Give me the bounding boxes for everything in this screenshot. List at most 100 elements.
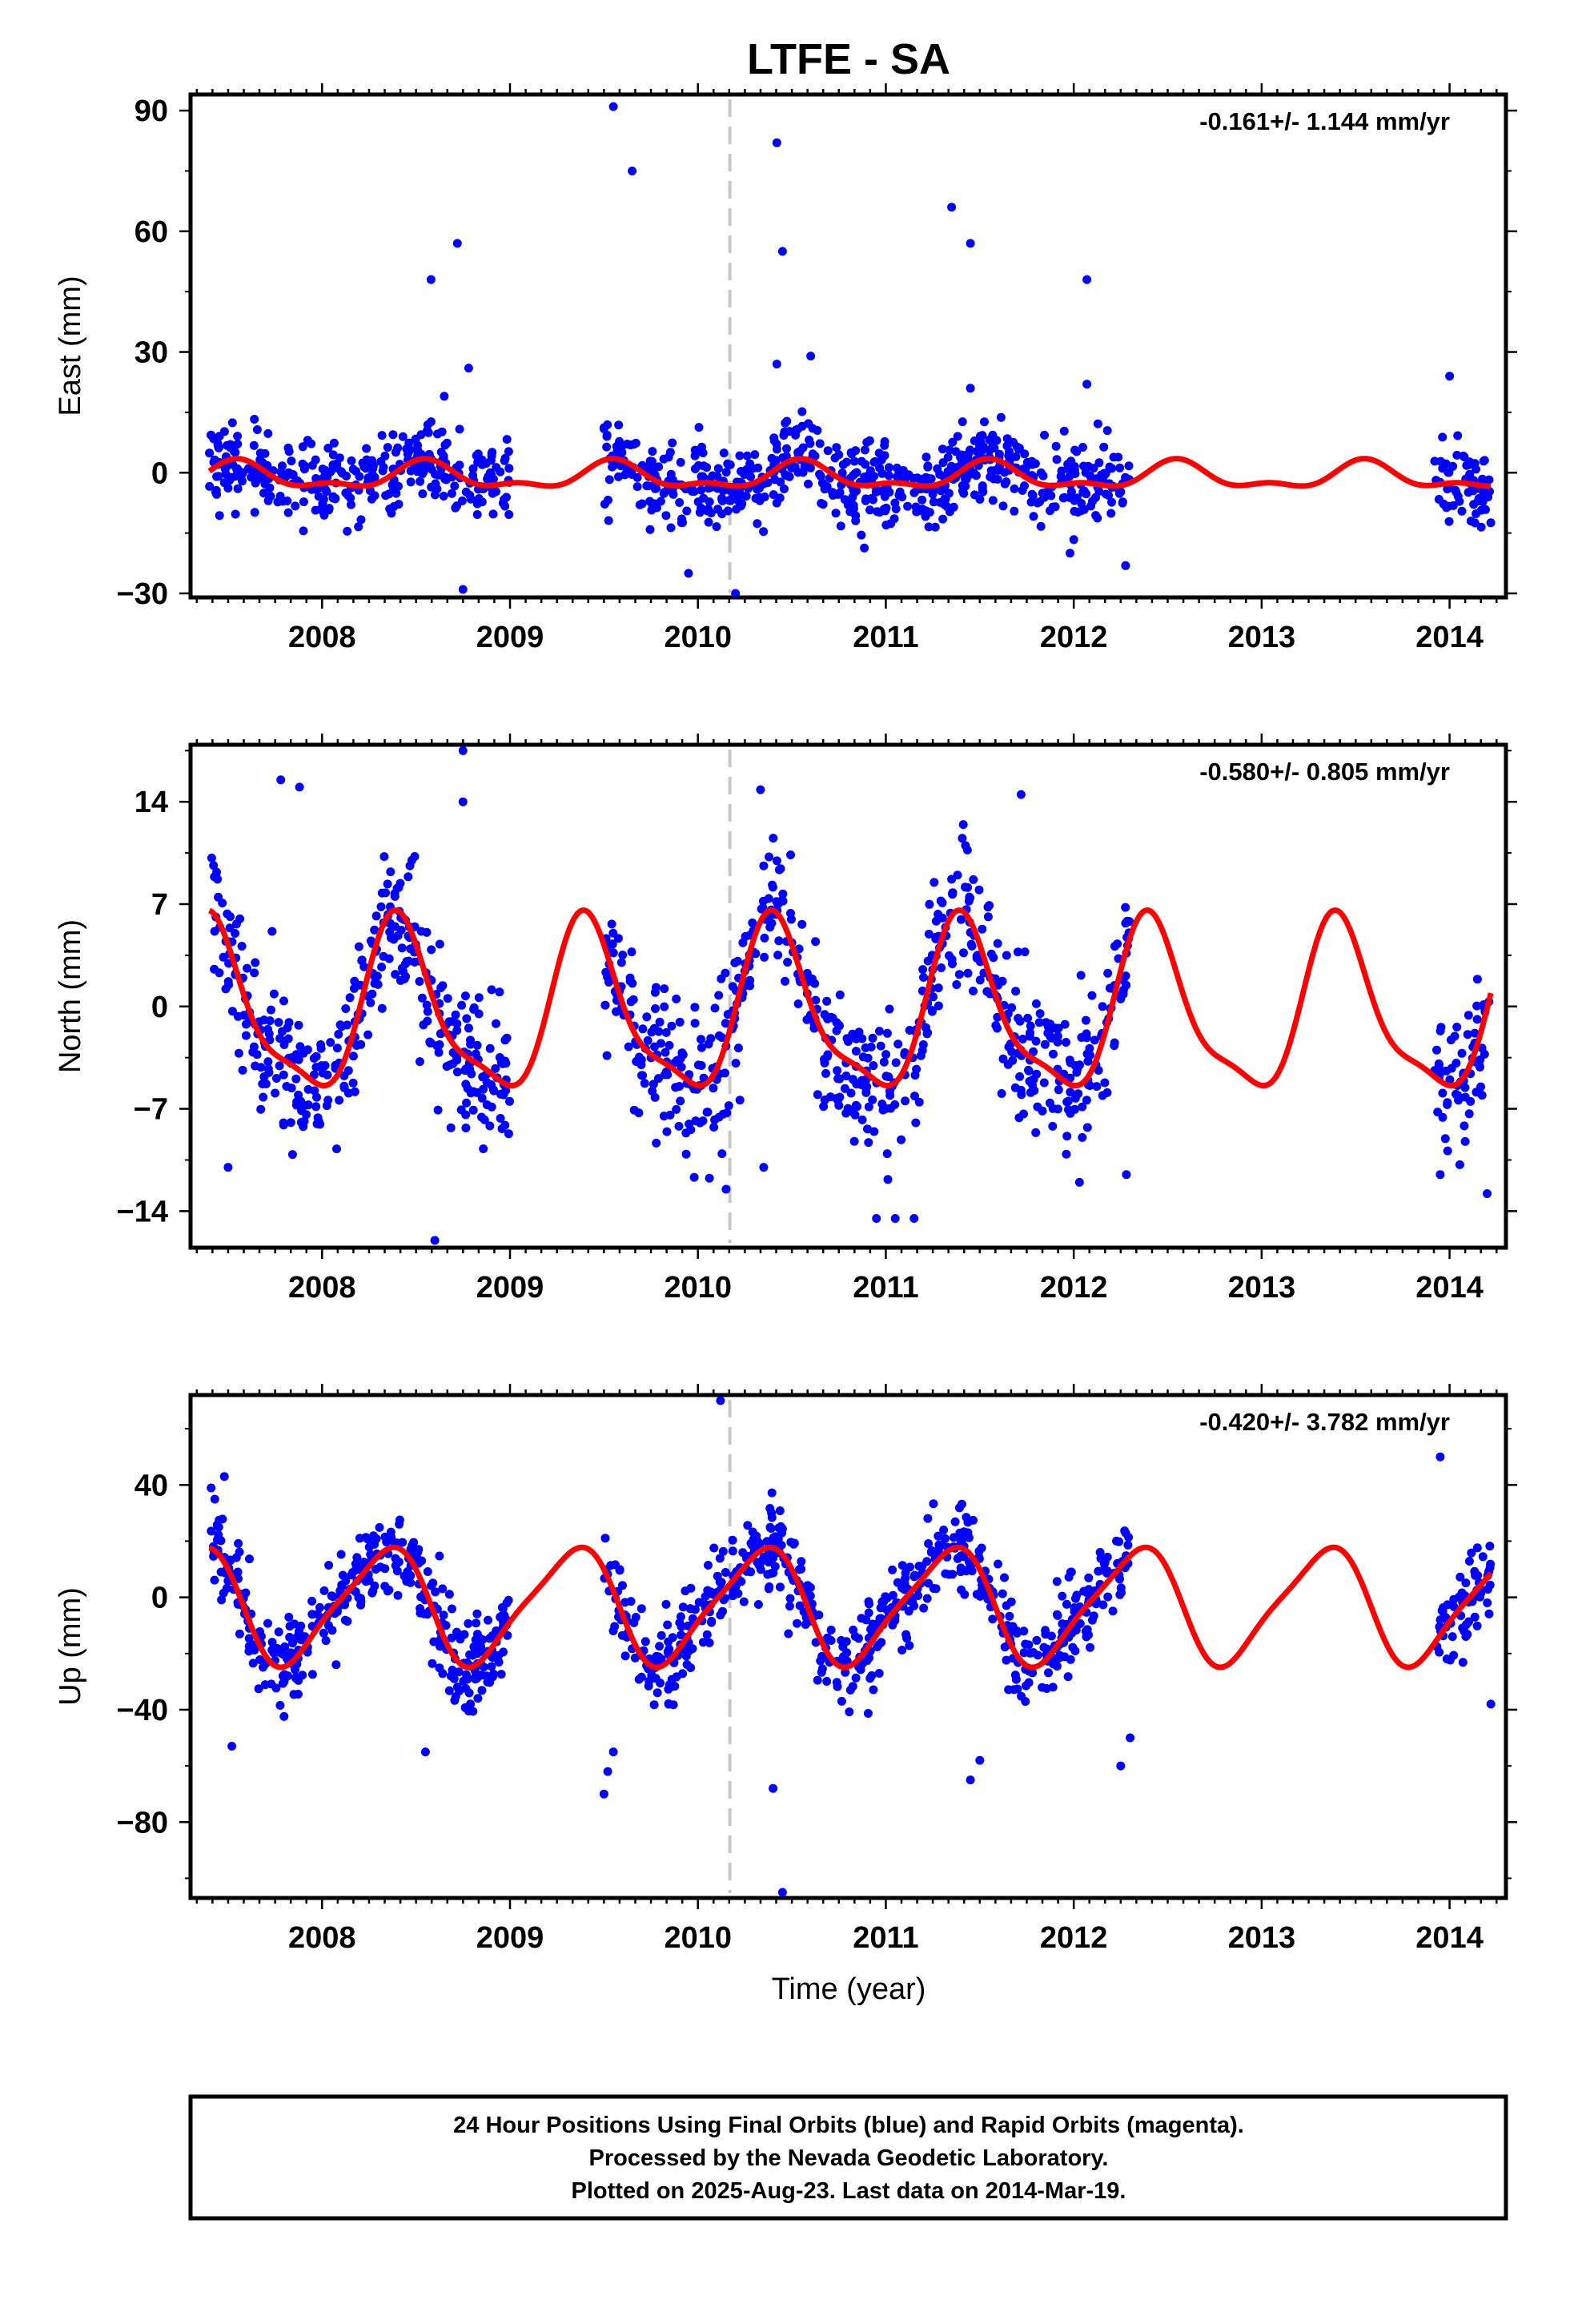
data-point (760, 952, 769, 962)
data-point-outlier (219, 1472, 229, 1482)
data-point (889, 514, 899, 524)
data-point (1436, 1023, 1446, 1032)
data-point (1121, 561, 1130, 570)
data-point (773, 951, 783, 960)
data-point (452, 1068, 462, 1077)
data-point (1454, 1592, 1464, 1602)
y-tick-label: 0 (151, 991, 168, 1024)
data-point (697, 1035, 705, 1044)
data-point (252, 1050, 262, 1059)
data-point (279, 996, 288, 1006)
data-point (678, 1669, 688, 1679)
data-point (1066, 1567, 1076, 1577)
data-point (496, 467, 505, 476)
data-point (263, 428, 273, 438)
data-point (841, 1072, 851, 1080)
data-point (667, 1021, 677, 1031)
data-point (291, 1674, 301, 1683)
data-point (311, 474, 321, 483)
data-point (1486, 518, 1496, 528)
data-point (1443, 1146, 1452, 1156)
data-point (797, 407, 807, 416)
data-point (996, 412, 1006, 422)
data-point (423, 1007, 432, 1016)
data-point (1452, 1089, 1460, 1099)
data-point (766, 1569, 776, 1578)
data-point (851, 1673, 861, 1683)
data-point (427, 482, 436, 492)
data-point (656, 1655, 666, 1664)
data-point-outlier (1082, 380, 1092, 389)
data-point (709, 1123, 719, 1132)
data-point (768, 883, 777, 892)
data-point (705, 1173, 714, 1183)
data-point (975, 495, 985, 504)
data-point (500, 1120, 510, 1130)
data-point (697, 1043, 706, 1052)
data-point (267, 1638, 277, 1647)
data-point (955, 1528, 965, 1538)
data-point (644, 1681, 653, 1691)
data-point (759, 527, 769, 537)
data-point-outlier (806, 352, 816, 361)
data-point (343, 526, 352, 536)
data-point (489, 1669, 498, 1679)
data-point (1432, 1045, 1441, 1055)
data-point (486, 468, 495, 477)
data-point (409, 463, 419, 472)
data-point-outlier (603, 1767, 612, 1776)
data-point (207, 1526, 216, 1536)
data-point (355, 1534, 364, 1543)
data-point (821, 1069, 830, 1078)
data-point (439, 492, 448, 501)
data-point (1086, 501, 1095, 511)
data-point (1460, 1083, 1470, 1092)
data-point (402, 1577, 412, 1586)
data-point (1124, 461, 1134, 471)
data-point (607, 919, 616, 929)
data-point (309, 1054, 319, 1063)
data-point (492, 1019, 500, 1028)
data-point (1004, 451, 1014, 460)
data-point (318, 1068, 327, 1078)
data-point (1117, 1588, 1126, 1598)
data-point (1472, 509, 1481, 518)
data-point (864, 1597, 873, 1606)
data-point (398, 432, 408, 441)
data-point (1460, 1121, 1469, 1131)
data-point (845, 1685, 855, 1695)
data-point (1041, 1630, 1050, 1639)
data-point (709, 1543, 719, 1553)
data-point (345, 993, 355, 1003)
data-point (772, 856, 781, 866)
data-point (937, 963, 946, 972)
data-point (356, 1594, 366, 1603)
y-tick-label: −30 (117, 577, 168, 611)
y-axis-label: Up (mm) (54, 1587, 87, 1706)
data-point (1066, 456, 1076, 466)
data-point (637, 499, 647, 509)
data-point (951, 447, 961, 456)
data-point (491, 1063, 500, 1073)
data-point (1053, 1104, 1062, 1114)
data-point (897, 1561, 907, 1570)
data-point (661, 1047, 670, 1057)
data-point (674, 1121, 684, 1131)
x-tick-label: 2009 (476, 621, 544, 654)
data-point (225, 476, 235, 485)
data-point (775, 1506, 785, 1515)
data-point (474, 1009, 484, 1019)
data-point (1484, 475, 1494, 485)
data-point (924, 929, 934, 939)
data-point (714, 1112, 724, 1122)
x-tick-label: 2011 (853, 1271, 918, 1305)
data-point (943, 452, 953, 462)
data-point (1108, 1606, 1118, 1616)
data-point (922, 1557, 932, 1566)
data-point (910, 1092, 919, 1101)
data-point (214, 472, 223, 481)
data-point (1026, 1021, 1035, 1031)
data-point (672, 994, 681, 1003)
data-point (767, 1513, 777, 1522)
data-point (207, 1483, 216, 1493)
